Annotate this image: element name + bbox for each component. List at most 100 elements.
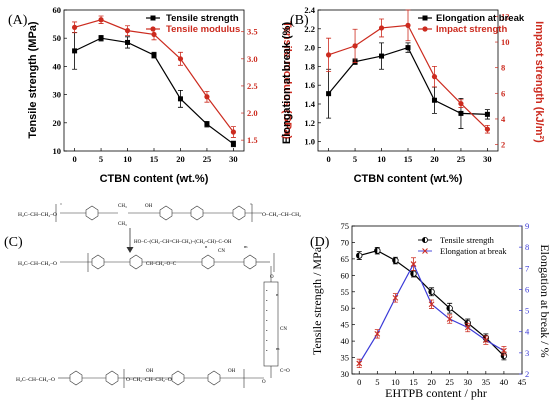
panel-a-ylabel: Tensile strength (MPa): [27, 21, 39, 138]
panel-b-xtick-6: 30: [483, 154, 492, 164]
chain-dot-2: •: [266, 308, 268, 313]
panel-a-ytick-5: 60: [53, 5, 62, 15]
panel-d-legend-1: Elongation at break: [440, 246, 507, 256]
structure-label-13: O–CH₂–CH–CH₂–O: [126, 377, 172, 383]
panel-d: 0 5 10 15 20 25 30 35 40 453035404550556065707523…: [310, 221, 550, 400]
panel-a-series-0-point-0: [72, 48, 78, 54]
structure-label-11: O: [270, 275, 274, 280]
panel-a-legend-1: Tensile modulus: [166, 24, 240, 35]
structure-label-15: OH: [228, 369, 236, 374]
panel-d-series-1-point-4: [428, 301, 435, 308]
panel-d-frame: [351, 225, 523, 375]
structure-label-7: n: [205, 244, 208, 249]
panel-d-series-1-point-3: [410, 261, 417, 267]
panel-d-ytick-7: 65: [341, 254, 350, 264]
panel-b-xtick-0: 0: [326, 154, 330, 164]
structure-label-8: m: [244, 244, 248, 249]
panel-d-ytick-1: 35: [341, 353, 350, 363]
panel-b-series-0-line: [328, 46, 488, 115]
reaction-arrow: [126, 228, 134, 253]
panel-a-ytick-4: 50: [53, 33, 62, 43]
panel-d-series-0-point-1: [374, 247, 381, 254]
chain-dot-6: •: [266, 348, 268, 353]
panel-d-y2tick-5: 7: [525, 263, 529, 273]
panel-b-xtick-2: 10: [377, 154, 386, 164]
panel-b-ytick-4: 1.8: [304, 61, 315, 71]
panel-d-ytick-4: 50: [341, 303, 350, 313]
panel-a-letter: (A): [8, 13, 28, 28]
panel-b-y2tick-5: 12: [501, 11, 510, 21]
structure-label-1: CH₃: [118, 204, 127, 209]
panel-a-series-1-point-3: [151, 31, 157, 38]
panel-b-series-0-point-0: [326, 91, 332, 97]
panel-d-series-1-point-6: [464, 324, 471, 331]
panel-d-xtick-7: 35: [482, 377, 491, 387]
chain-dot-3: •: [266, 318, 268, 323]
structure-label-19: m: [276, 346, 280, 351]
panel-a-xtick-3: 15: [150, 154, 159, 164]
panel-b-series-0-point-2: [379, 53, 385, 59]
panel-d-ytick-6: 60: [341, 270, 350, 280]
panel-d-y2label: Elongation at break / %: [538, 244, 550, 357]
panel-d-y2tick-4: 6: [525, 284, 529, 294]
structure-row-3: [58, 366, 272, 388]
panel-b-y2tick-4: 10: [501, 37, 510, 47]
panel-a-legend: Tensile strength Tensile modulus: [146, 13, 240, 35]
structure-label-2: CH₃: [118, 222, 127, 227]
panel-b-y2label: Impact strength (kJ/m²): [533, 21, 545, 143]
panel-d-xlabel: EHTPB content / phr: [385, 386, 487, 400]
panel-b-series-1-point-2: [378, 25, 385, 31]
panel-d-y2tick-1: 3: [525, 348, 529, 358]
panel-d-series-0-point-5: [446, 305, 453, 312]
panel-c: (C) H₂C–CH–CH₂–O CH₃ CH₃ OH O–CH₂–CH–CH₂…: [4, 203, 301, 388]
panel-b-letter: (B): [290, 13, 309, 28]
panel-d-series-0-point-4: [428, 288, 435, 295]
structure-label-20: O: [262, 380, 266, 385]
panel-d-plot: 0 5 10 15 20 25 30 35 40 453035404550556065707523…: [341, 221, 531, 387]
panel-a-xtick-1: 5: [99, 154, 103, 164]
structure-label-17: CN: [280, 327, 287, 332]
panel-b-y2tick-2: 6: [501, 88, 505, 98]
structure-label-3: OH: [145, 204, 153, 209]
panel-b-series-1-point-5: [458, 100, 464, 107]
panel-d-series-1-point-0: [356, 360, 363, 367]
chain-dot-4: •: [266, 328, 268, 333]
panel-d-xtick-4: 20: [427, 377, 436, 387]
panel-a-series-0-point-5: [204, 121, 210, 127]
panel-a-y2tick-1: 2.0: [247, 108, 258, 118]
panel-a-series-0-point-3: [151, 52, 157, 58]
panel-b-ytick-7: 2.4: [304, 5, 315, 15]
panel-d-series-1-point-5: [446, 316, 453, 322]
panel-d-ytick-8: 70: [341, 237, 350, 247]
structure-chain-labels: • • • • • • •: [266, 288, 268, 353]
panel-a-y2tick-3: 3.0: [247, 54, 258, 64]
panel-b-ytick-5: 2.0: [304, 43, 315, 53]
panel-b-y2tick-1: 4: [501, 114, 506, 124]
structure-label-18: n: [276, 292, 279, 297]
structure-label-16: C=O: [280, 369, 290, 374]
panel-d-y2tick-3: 5: [525, 306, 529, 316]
panel-a-xtick-6: 30: [229, 154, 238, 164]
panel-d-y2tick-7: 9: [525, 221, 529, 231]
structure-label-14: OH: [146, 369, 154, 374]
panel-b-xtick-1: 5: [353, 154, 357, 164]
panel-d-series-1-line: [358, 262, 505, 364]
panel-a-legend-0: Tensile strength: [166, 13, 239, 24]
panel-a-y2tick-2: 2.5: [247, 81, 258, 91]
chain-dot-1: •: [266, 298, 268, 303]
panel-d-ytick-0: 30: [341, 369, 350, 379]
panel-b-ytick-2: 1.4: [304, 99, 315, 109]
panel-b-xtick-3: 15: [404, 154, 413, 164]
structure-label-5: HO–C–(CH₂–CH=CH–CH₂)–(CH₂–CH)–C–OH: [134, 240, 232, 245]
panel-d-ylabel: Tensile strength / MPa: [310, 246, 324, 355]
panel-d-xtick-3: 15: [409, 377, 418, 387]
panel-a-xlabel: CTBN content (wt.%): [100, 173, 209, 185]
panel-a-ytick-2: 30: [53, 90, 62, 100]
panel-b-series-0-point-3: [405, 45, 411, 51]
panel-a-plot: 0 5 10 15 20 25 30 10 20 30 40 50 60 1.5 2.0 2.5 3.0 3.5: [53, 5, 258, 164]
panel-d-y2tick-2: 4: [525, 327, 530, 337]
panel-b-ytick-0: 1.0: [304, 137, 315, 147]
panel-b-series-1-point-0: [325, 52, 332, 58]
panel-d-series-0-point-8: [500, 352, 508, 360]
